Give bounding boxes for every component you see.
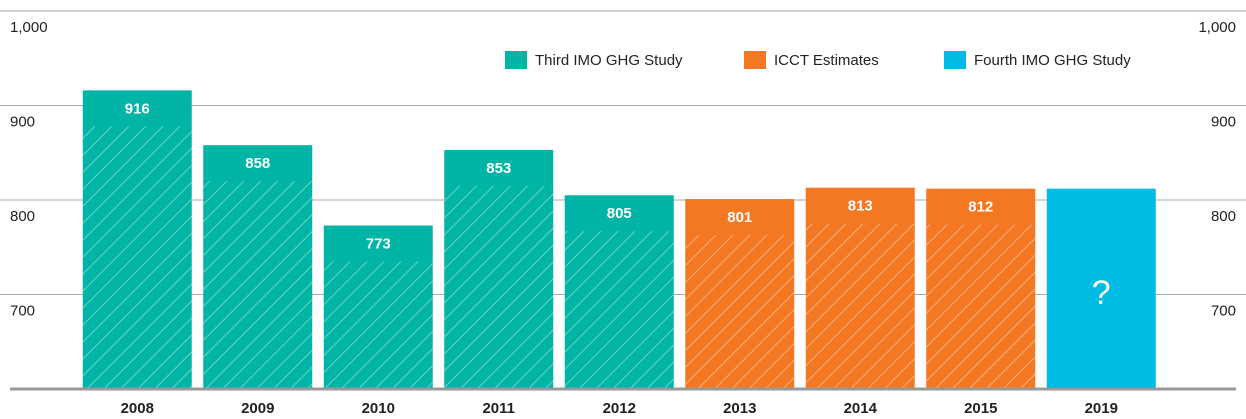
y-tick-label: 900	[10, 113, 35, 130]
bar-hatch	[323, 261, 433, 389]
x-tick-label: 2009	[241, 400, 274, 417]
legend-swatch	[505, 51, 527, 69]
legend-label: Fourth IMO GHG Study	[974, 52, 1131, 69]
y-tick-label-right: 900	[1211, 113, 1236, 130]
legend-swatch	[944, 51, 966, 69]
value-label: 812	[968, 199, 993, 216]
x-tick-label: 2011	[482, 400, 515, 417]
annotation: ?	[1092, 274, 1111, 312]
bar	[1046, 188, 1156, 389]
legend-label: Third IMO GHG Study	[535, 52, 683, 69]
x-tick-label: 2014	[844, 400, 878, 417]
value-label: 858	[245, 155, 270, 172]
bar-hatch	[444, 185, 554, 389]
y-tick-label-right: 800	[1211, 208, 1236, 225]
x-tick-label: 2008	[121, 400, 154, 417]
x-tick-label: 2010	[362, 400, 395, 417]
x-tick-label: 2019	[1085, 400, 1118, 417]
x-tick-label: 2013	[723, 400, 756, 417]
x-tick-label: 2012	[603, 400, 636, 417]
y-tick-label: 1,000	[10, 19, 48, 36]
y-tick-label-right: 1,000	[1198, 19, 1236, 36]
legend-label: ICCT Estimates	[774, 52, 879, 69]
value-label: 801	[727, 209, 752, 226]
legend-swatch	[744, 51, 766, 69]
x-tick-label: 2015	[964, 400, 997, 417]
value-label: 813	[848, 198, 873, 215]
bar-hatch	[926, 224, 1036, 389]
bar-hatch	[203, 181, 313, 389]
bar-hatch	[685, 235, 795, 389]
bar-hatch	[805, 223, 915, 389]
y-tick-label: 800	[10, 208, 35, 225]
y-tick-label-right: 700	[1211, 302, 1236, 319]
bar-hatch	[564, 231, 674, 389]
y-tick-label: 700	[10, 302, 35, 319]
value-label: 916	[125, 100, 150, 117]
value-label: 773	[366, 235, 391, 252]
value-label: 805	[607, 205, 632, 222]
bar-hatch	[82, 126, 192, 389]
value-label: 853	[486, 160, 511, 177]
